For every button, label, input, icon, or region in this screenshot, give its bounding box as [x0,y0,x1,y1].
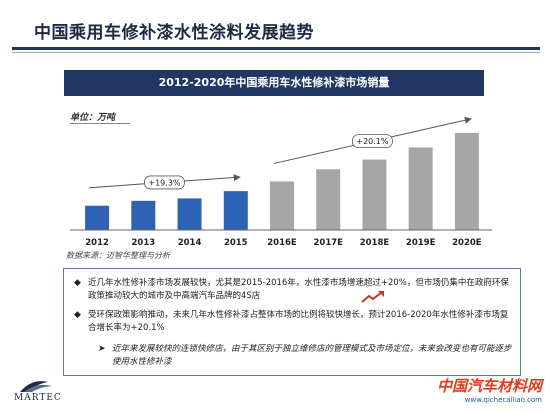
bullet-chevron-icon: ➤ [98,344,106,354]
watermark-url: www.qichecailiao.com [464,396,542,404]
bar-2015 [223,191,248,230]
note-sub-bullet: ➤ 近年来发展较快的连锁快修店，由于其区别于独立维修店的管理模式及市场定位，未来… [98,343,514,369]
note-bullet-1: ◆ 近几年水性修补漆市场发展较快，尤其是2015-2016年，水性漆市场增速超过… [74,277,514,303]
bar-2016e [270,181,294,230]
slide-title: 中国乘用车修补漆水性涂料发展趋势 [34,23,314,43]
note-bullet-1-text: 近几年水性修补漆市场发展较快，尤其是2015-2016年，水性漆市场增速超过+2… [88,278,509,301]
bar-2020e [454,132,479,230]
x-tick-label-2013: 2013 [131,238,155,248]
x-tick-label-2020e: 2020E [452,238,482,248]
growth-badge-2 [352,134,393,149]
title-rule [12,47,540,50]
x-tick-label-2015: 2015 [224,238,248,248]
bar-2012 [85,205,110,230]
martec-logo-icon [20,381,52,392]
bar-2013 [131,200,156,230]
title-rule-thin [12,52,540,53]
x-tick-label-2014: 2014 [178,238,202,248]
note-bullet-2: ◆ 受环保政策影响推动，未来几年水性修补漆占整体市场的比例将较快增长，预计201… [74,309,514,335]
x-tick-label-2012: 2012 [85,238,109,248]
watermark-main: 中国汽车材料网 [436,377,542,395]
bar-2019e [408,147,433,230]
growth-label-2: +20.1% [356,137,389,146]
growth-label-1: +19.3% [148,178,181,187]
unit-label: 单位：万吨 [70,113,116,123]
x-tick-label-2018e: 2018E [360,238,390,248]
note-sub-bullet-text: 近年来发展较快的连锁快修店，由于其区别于独立维修店的管理模式及市场定位，未来会改… [112,344,512,367]
bullet-diamond-icon: ◆ [74,310,81,320]
note-bullet-2-text: 受环保政策影响推动，未来几年水性修补漆占整体市场的比例将较快增长，预计2016-… [88,310,509,333]
watermark: 中国汽车材料网 www.qichecailiao.com [412,375,542,407]
bullet-diamond-icon: ◆ [74,278,81,288]
bar-2017e [316,169,341,230]
source-label: 数据来源：迈智华整理与分析 [66,251,170,260]
chart-title: 2012-2020年中国乘用车水性修补漆市场销量 [64,70,484,96]
trend-up-arrow-icon [361,291,384,303]
logo-text: MARTEC [14,393,62,403]
x-tick-label-2016e: 2016E [267,238,297,248]
x-tick-label-2017e: 2017E [313,238,343,248]
unit-underline [70,123,130,124]
bar-2014 [177,198,202,230]
bar-2018e [362,159,387,230]
x-tick-label-2019e: 2019E [406,238,436,248]
growth-badge-1 [144,175,185,190]
notes-box: ◆ 近几年水性修补漆市场发展较快，尤其是2015-2016年，水性漆市场增速超过… [63,268,521,376]
